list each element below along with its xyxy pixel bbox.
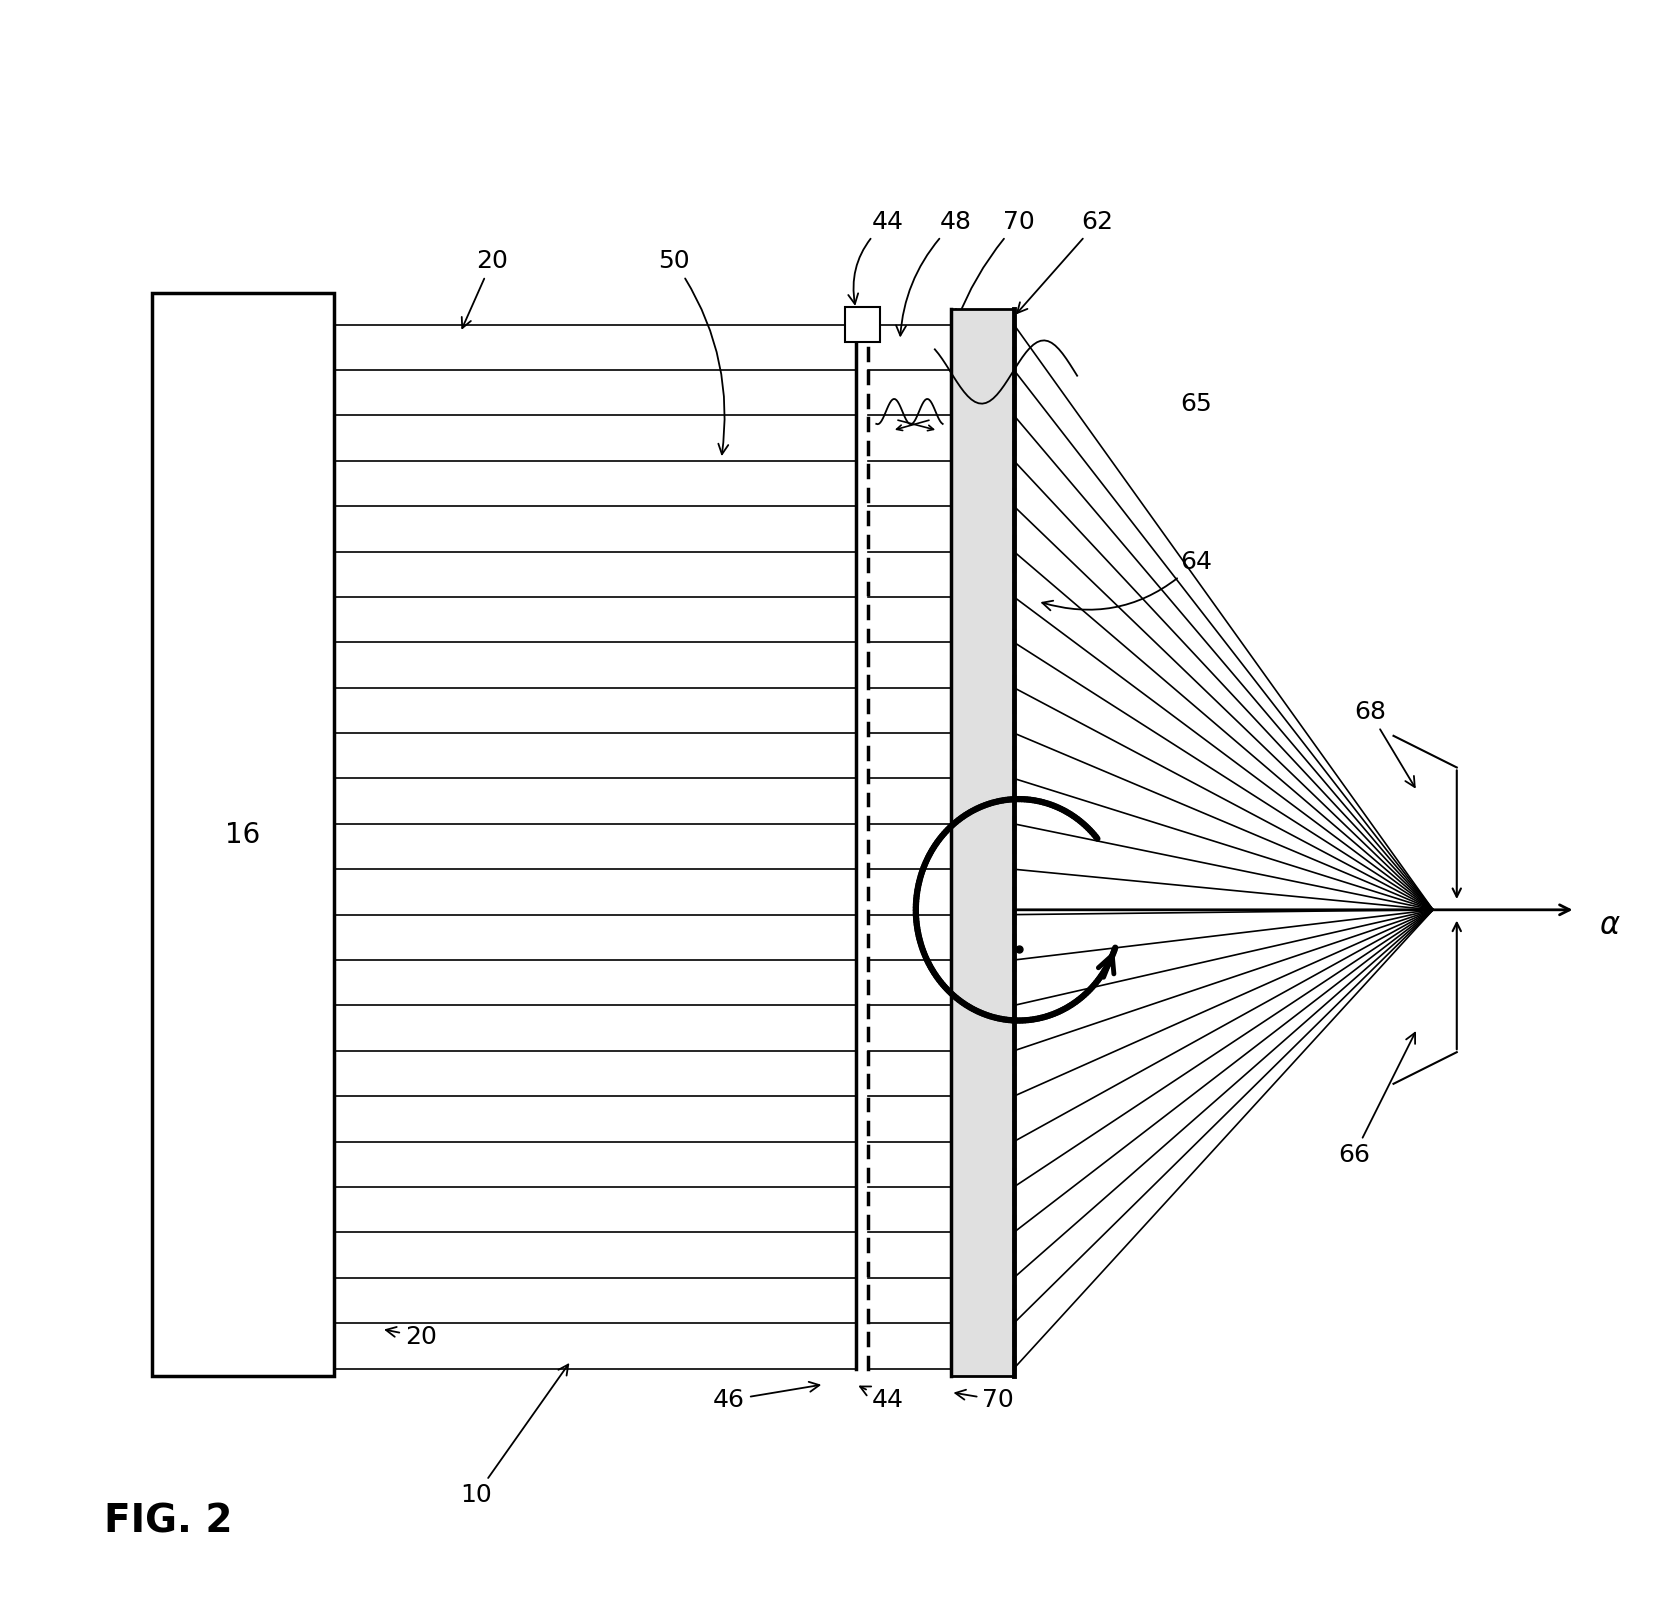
Bar xyxy=(950,308,1013,1377)
Text: 46: 46 xyxy=(714,1382,819,1412)
Text: FIG. 2: FIG. 2 xyxy=(105,1503,233,1541)
Text: 44: 44 xyxy=(860,1386,904,1412)
Text: $\alpha$: $\alpha$ xyxy=(1599,912,1621,939)
Text: 10: 10 xyxy=(461,1364,567,1507)
Text: 44: 44 xyxy=(849,210,904,303)
Bar xyxy=(845,307,880,342)
Text: 64: 64 xyxy=(1042,550,1211,610)
Text: 16: 16 xyxy=(225,820,261,849)
Text: 70: 70 xyxy=(955,1388,1013,1412)
Text: 62: 62 xyxy=(1017,210,1113,313)
Text: 20: 20 xyxy=(461,249,508,328)
Text: 20: 20 xyxy=(386,1325,436,1349)
Text: 66: 66 xyxy=(1338,1033,1414,1167)
Text: 50: 50 xyxy=(657,249,729,454)
Text: 70: 70 xyxy=(955,210,1035,320)
Text: 68: 68 xyxy=(1354,700,1414,788)
Text: 65: 65 xyxy=(1180,392,1211,416)
Bar xyxy=(151,294,334,1377)
Text: 48: 48 xyxy=(895,210,972,336)
